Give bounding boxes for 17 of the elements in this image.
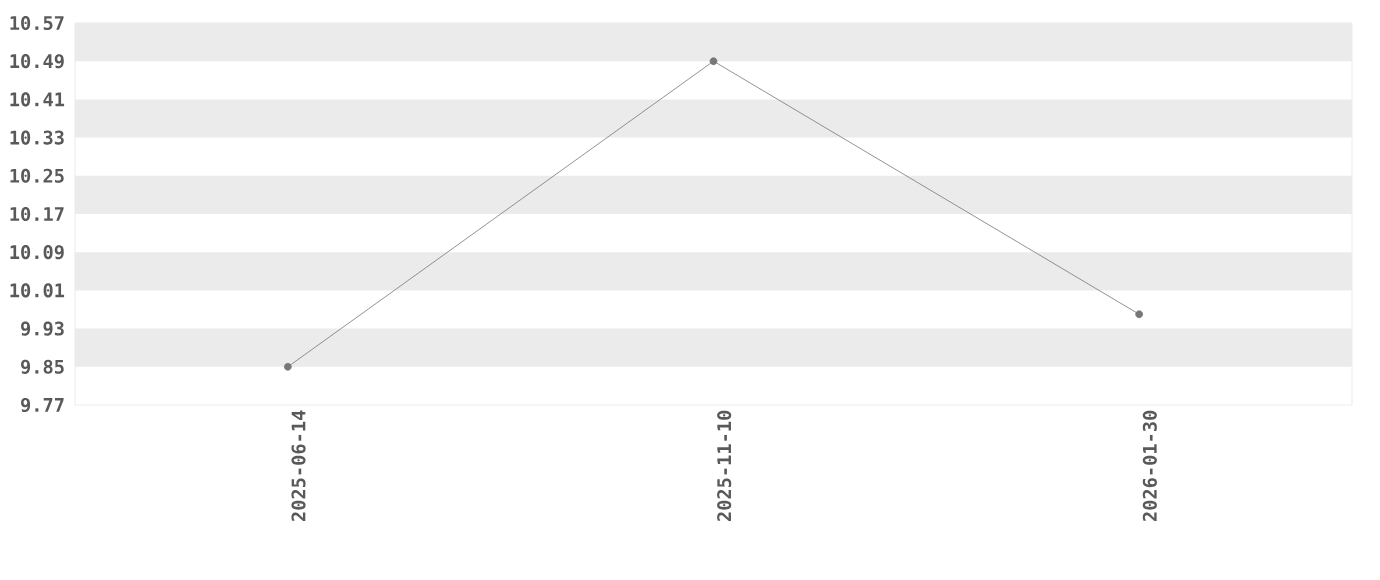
x-tick-label: 2025-11-10: [717, 410, 732, 522]
y-tick-label: 9.93: [21, 321, 64, 336]
y-tick-label: 10.25: [10, 168, 64, 183]
y-tick-label: 9.77: [21, 397, 64, 413]
point: [283, 362, 292, 371]
x-tick-label: 2025-06-14: [291, 410, 306, 522]
y-tick-label: 10.41: [10, 92, 65, 107]
y-tick-label: 10.49: [10, 54, 64, 69]
x-tick-label: 2026-01-30: [1142, 410, 1157, 522]
point: [709, 57, 718, 66]
y-tick-label: 10.09: [10, 245, 64, 260]
point: [1135, 310, 1144, 319]
y-tick-label: 10.01: [10, 283, 65, 298]
y-tick-label: 9.85: [21, 359, 64, 374]
y-tick-label: 10.33: [10, 130, 64, 145]
y-tick-label: 10.57: [10, 15, 64, 31]
y-tick-label: 10.17: [10, 206, 64, 222]
